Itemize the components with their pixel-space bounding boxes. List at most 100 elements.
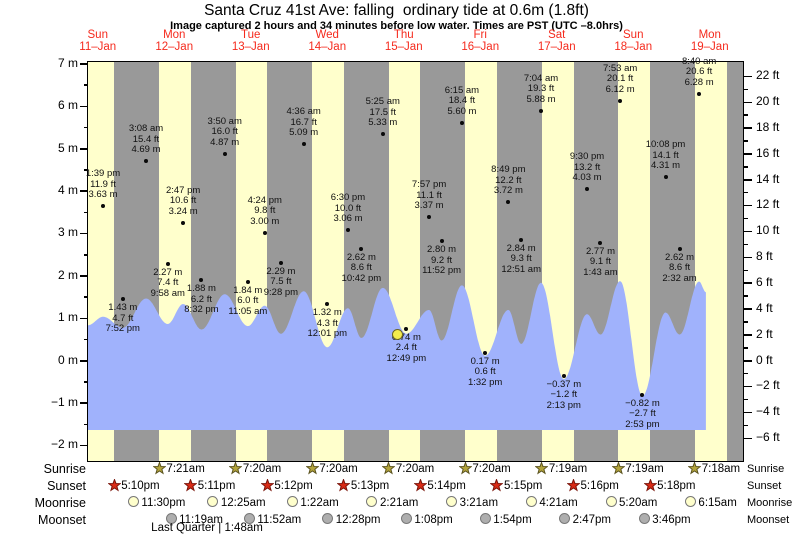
left-axis-tick bbox=[80, 360, 88, 362]
right-axis-tick bbox=[744, 398, 748, 401]
annotation-line: 6.28 m bbox=[684, 76, 714, 88]
tide-point-dot bbox=[598, 240, 603, 245]
left-axis-tick bbox=[80, 105, 88, 108]
sunset-time: 5:15pm bbox=[503, 480, 543, 492]
tide-point-dot bbox=[301, 142, 306, 147]
right-axis-tick bbox=[744, 256, 752, 259]
right-axis-tick bbox=[744, 166, 748, 168]
annotation-line: 2.62 m bbox=[665, 251, 695, 263]
almanac-label-right-moonrise: Moonrise bbox=[747, 497, 793, 509]
low-tide-annotation: 2.29 m 7.5 ft 9:28 pm bbox=[243, 266, 319, 299]
left-axis-label: 4 m bbox=[57, 182, 78, 197]
moonrise-time: 3:21am bbox=[459, 497, 499, 509]
moonset-time: 1:54pm bbox=[493, 514, 532, 526]
annotation-line: 9:30 pm bbox=[569, 151, 605, 163]
annotation-line: 6:30 pm bbox=[330, 192, 366, 204]
moonrise-time: 5:20am bbox=[619, 497, 658, 509]
day-label-name: Tue bbox=[241, 29, 261, 41]
almanac-label-right-moonset: Moonset bbox=[747, 514, 790, 526]
day-label-date: 12–Jan bbox=[155, 41, 194, 53]
left-axis-tick bbox=[84, 84, 88, 86]
sunset-star bbox=[336, 478, 351, 497]
annotation-line: 4.7 ft bbox=[112, 312, 134, 324]
annotation-line: 7.4 ft bbox=[157, 277, 179, 289]
high-tide-annotation: 3:50 am 16.0 ft 4.87 m bbox=[187, 116, 263, 149]
sunrise-star bbox=[534, 461, 549, 480]
sunrise-star bbox=[458, 461, 473, 480]
annotation-line: 3.63 m bbox=[88, 189, 118, 201]
tide-curve bbox=[88, 281, 706, 430]
right-axis-tick bbox=[744, 424, 748, 427]
annotation-line: 1.32 m bbox=[312, 307, 342, 319]
left-axis-tick bbox=[80, 444, 88, 447]
annotation-line: 3.72 m bbox=[493, 185, 523, 197]
right-axis-tick bbox=[744, 140, 748, 142]
annotation-line: 1:43 am bbox=[583, 266, 618, 278]
moonrise-circle bbox=[525, 496, 537, 507]
right-axis-label: 18 ft bbox=[756, 119, 780, 134]
moonset-circle bbox=[559, 513, 571, 524]
annotation-line: 9:58 am bbox=[150, 287, 185, 299]
annotation-line: 3:08 am bbox=[128, 123, 164, 135]
low-tide-annotation: 2.84 m 9.3 ft 12:51 am bbox=[483, 243, 559, 276]
moonrise-circle bbox=[605, 496, 617, 507]
sunset-star bbox=[107, 478, 122, 497]
left-axis-label: −1 m bbox=[50, 394, 78, 409]
almanac-label-left-moonrise: Moonrise bbox=[34, 496, 86, 510]
day-label-date: 14–Jan bbox=[308, 41, 347, 53]
sunset-time: 5:11pm bbox=[197, 480, 236, 492]
annotation-line: −2.7 ft bbox=[629, 408, 656, 420]
left-axis-tick bbox=[80, 63, 88, 65]
left-axis-label: −2 m bbox=[50, 437, 78, 452]
day-label-name: Mon bbox=[163, 29, 186, 41]
high-tide-annotation: 7:04 am 19.3 ft 5.88 m bbox=[503, 73, 579, 106]
moonrise-circle bbox=[684, 496, 696, 507]
moonrise-circle bbox=[446, 496, 458, 507]
annotation-line: 2:13 pm bbox=[546, 399, 581, 411]
moonrise-circle bbox=[366, 496, 378, 507]
annotation-line: 4.03 m bbox=[572, 172, 602, 184]
left-axis-tick bbox=[80, 148, 88, 150]
moonrise-time: 11:30pm bbox=[141, 497, 186, 509]
moonrise-time: 4:21am bbox=[539, 497, 578, 509]
sunrise-time: 7:20am bbox=[319, 463, 358, 475]
high-tide-annotation: 4:24 pm 9.8 ft 3.00 m bbox=[227, 194, 303, 228]
moonset-time: 1:08pm bbox=[414, 514, 453, 526]
moon-phase-label: Last Quarter | 1:48am bbox=[151, 522, 263, 534]
annotation-line: 1:32 pm bbox=[467, 376, 503, 388]
page-title: Santa Cruz 41st Ave: falling ordinary ti… bbox=[204, 2, 589, 19]
sunrise-star bbox=[687, 461, 702, 480]
annotation-line: 12:01 pm bbox=[307, 328, 348, 340]
moonrise-time: 12:25am bbox=[220, 497, 266, 509]
day-label-name: Thu bbox=[393, 29, 414, 41]
right-axis-tick bbox=[744, 437, 752, 440]
moonset-circle bbox=[322, 513, 334, 524]
low-tide-annotation: 1.32 m 4.3 ft 12:01 pm bbox=[289, 308, 365, 340]
high-tide-annotation: 10:08 pm 14.1 ft 4.31 m bbox=[628, 140, 704, 172]
sunset-time: 5:10pm bbox=[121, 480, 160, 492]
sunset-time: 5:14pm bbox=[427, 480, 466, 492]
moonset-circle bbox=[400, 513, 412, 524]
annotation-line: 4.87 m bbox=[210, 136, 240, 148]
moonrise-circle bbox=[286, 496, 298, 507]
annotation-line: 17.5 ft bbox=[369, 106, 396, 118]
moonrise-time: 6:15am bbox=[698, 497, 737, 509]
annotation-line: 3.00 m bbox=[250, 215, 280, 227]
tide-point-dot bbox=[697, 91, 702, 96]
right-axis-tick bbox=[744, 127, 752, 129]
tide-point-dot bbox=[663, 175, 668, 180]
annotation-line: 11.1 ft bbox=[416, 189, 442, 201]
right-axis-tick bbox=[744, 308, 752, 310]
left-axis-label: 6 m bbox=[57, 98, 78, 113]
day-label-name: Sat bbox=[548, 29, 566, 41]
moonrise-time: 2:21am bbox=[379, 497, 419, 509]
annotation-line: 14.1 ft bbox=[652, 149, 679, 161]
right-axis-tick bbox=[744, 347, 748, 349]
annotation-line: −0.82 m bbox=[625, 397, 660, 409]
right-axis-label: 12 ft bbox=[756, 197, 780, 212]
right-axis-label: 0 ft bbox=[756, 352, 773, 367]
moonset-circle bbox=[638, 513, 650, 524]
annotation-line: 9.8 ft bbox=[254, 205, 276, 217]
annotation-line: 4:24 pm bbox=[247, 194, 282, 206]
sunrise-time: 7:21am bbox=[166, 463, 205, 475]
